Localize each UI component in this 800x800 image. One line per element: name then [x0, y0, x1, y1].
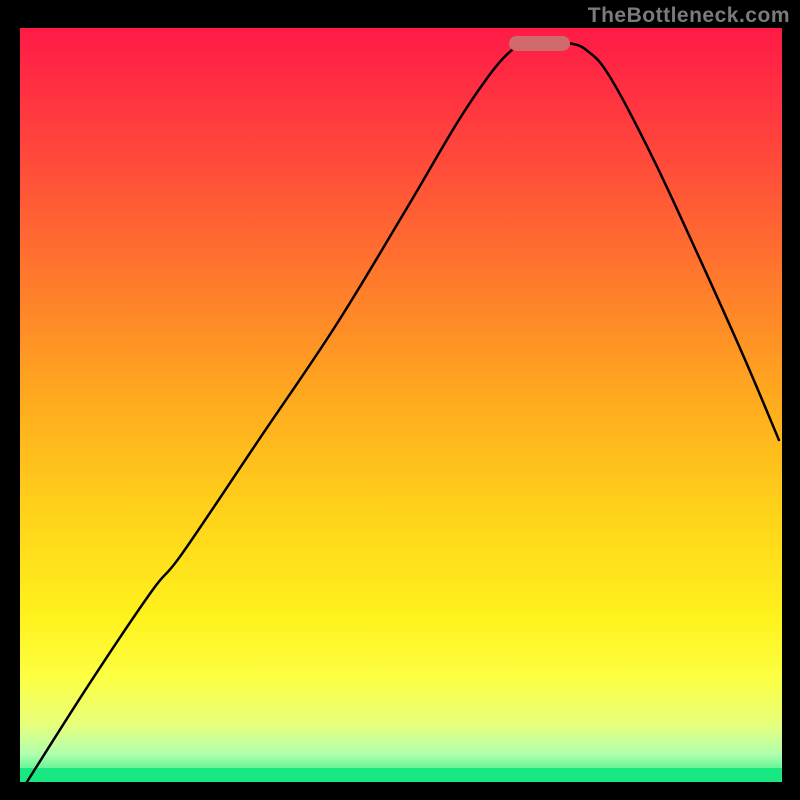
plot-area [18, 28, 782, 784]
watermark-text: TheBottleneck.com [588, 4, 790, 28]
curve-path [26, 42, 779, 784]
bottleneck-curve [18, 28, 782, 784]
optimum-marker [509, 36, 570, 51]
x-axis [18, 782, 782, 784]
chart-frame: TheBottleneck.com [0, 0, 800, 800]
y-axis [18, 28, 20, 784]
